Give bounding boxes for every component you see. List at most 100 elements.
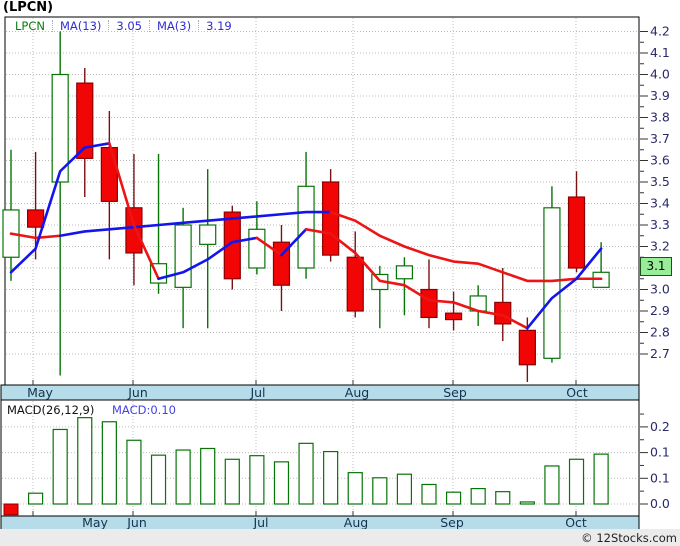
legend-ma3-label: MA(3) — [149, 19, 198, 32]
macd-bar — [101, 421, 117, 505]
macd-bar — [273, 461, 290, 505]
last-price-badge: 3.1 — [640, 257, 672, 276]
ma13-line — [9, 232, 62, 240]
candle-body-down — [26, 209, 45, 228]
main-chart-legend: LPCN MA(13) 3.05 MA(3) 3.19 — [8, 19, 239, 32]
ma13-line — [329, 210, 603, 283]
macd-bar — [323, 450, 339, 505]
ma3-line — [526, 247, 603, 330]
macd-bar — [77, 417, 93, 505]
ma3-line — [304, 228, 529, 330]
price-axis-label: 3.8 — [650, 110, 670, 125]
candle-body-down — [567, 196, 586, 269]
macd-bar — [396, 473, 413, 505]
page-title: (LPCN) — [3, 0, 54, 15]
macd-bar — [445, 491, 462, 505]
macd-legend: MACD(26,12,9) MACD:0.10 — [7, 403, 176, 417]
month-label-bottom: Jun — [126, 515, 147, 530]
price-axis-label: 2.9 — [650, 303, 670, 318]
candle-body-down — [444, 312, 463, 321]
ma13-line — [58, 210, 332, 238]
macd-bar — [126, 439, 142, 505]
macd-bar — [372, 477, 388, 505]
candle-body-down — [125, 207, 143, 254]
footer-bar: © 12Stocks.com — [0, 529, 680, 546]
price-axis-label: 3.2 — [650, 239, 670, 254]
candle-body-down — [322, 181, 340, 256]
macd-bar — [224, 458, 240, 505]
macd-bar — [421, 483, 437, 505]
ma3-line — [280, 228, 308, 257]
price-axis-label: 2.7 — [650, 346, 670, 361]
candle-body-down — [100, 147, 118, 202]
price-axis-label: 4.1 — [650, 45, 670, 60]
month-label-bottom: Jul — [252, 515, 268, 530]
month-label-top: Sep — [443, 385, 467, 400]
price-axis-label: 3.3 — [650, 217, 670, 232]
candle-body-up — [543, 207, 561, 359]
macd-value-label: MACD:0.10 — [112, 403, 176, 417]
macd-bar — [150, 454, 167, 505]
macd-axis-label: 0.1 — [650, 470, 670, 485]
month-label-top: Oct — [566, 385, 588, 400]
month-label-bottom: May — [82, 515, 108, 530]
macd-bar — [298, 442, 314, 505]
candle-body-up — [248, 228, 266, 269]
month-label-top: Jul — [249, 385, 265, 400]
price-axis-label: 3.0 — [650, 282, 670, 297]
month-label-bottom: Oct — [565, 515, 587, 530]
macd-bar — [200, 447, 216, 505]
month-label-top: May — [27, 385, 53, 400]
month-label-top: Aug — [345, 385, 369, 400]
macd-bar — [347, 472, 363, 505]
legend-ma3-value: 3.19 — [198, 19, 239, 32]
candle-body-up — [174, 224, 192, 288]
month-label-bottom: Sep — [440, 515, 464, 530]
price-axis-label: 3.4 — [650, 196, 670, 211]
ma3-line — [157, 236, 259, 281]
macd-bar — [519, 501, 535, 505]
price-axis-label: 3.6 — [650, 153, 670, 168]
macd-bar — [544, 465, 560, 505]
macd-axis-label: 0.0 — [650, 496, 670, 511]
price-axis-label: 3.5 — [650, 174, 670, 189]
candle-body-up — [51, 73, 69, 183]
macd-bar — [27, 492, 44, 505]
macd-bar — [568, 458, 585, 505]
ma3-line — [255, 236, 283, 257]
legend-ticker: LPCN — [15, 18, 45, 33]
macd-bar-negative — [3, 503, 19, 516]
candle-body-down — [76, 82, 94, 159]
macd-axis-label: 0.1 — [650, 445, 670, 460]
macd-bar — [52, 428, 68, 505]
price-axis-label: 4.0 — [650, 67, 670, 82]
macd-panel — [0, 399, 640, 517]
macd-bar — [470, 487, 486, 505]
price-axis-label: 2.8 — [650, 325, 670, 340]
ma3-line — [9, 142, 111, 274]
price-axis-label: 3.9 — [650, 88, 670, 103]
macd-axis-label: 0.2 — [650, 419, 670, 434]
legend-ma13-label: MA(13) — [51, 19, 108, 32]
candle-body-down — [420, 288, 438, 319]
macd-bar — [175, 449, 191, 505]
price-axis-label: 4.2 — [650, 24, 670, 39]
month-label-bottom: Aug — [344, 515, 368, 530]
candle-body-down — [346, 256, 364, 312]
candle-body-down — [223, 211, 241, 280]
macd-params-label: MACD(26,12,9) — [7, 403, 95, 417]
copyright-text: © 12Stocks.com — [581, 531, 677, 545]
month-axis-strip-top — [0, 384, 640, 401]
candle-body-up — [297, 185, 315, 269]
ma3-line — [108, 142, 160, 281]
legend-ma13-value: 3.05 — [108, 19, 149, 32]
price-axis-label: 3.7 — [650, 131, 670, 146]
candle-body-up — [395, 265, 414, 280]
month-label-top: Jun — [127, 385, 148, 400]
macd-bar — [495, 491, 511, 505]
candle-body-up — [199, 224, 217, 245]
macd-bar — [593, 453, 609, 505]
candle-body-down — [518, 329, 536, 366]
macd-bar — [249, 455, 265, 505]
